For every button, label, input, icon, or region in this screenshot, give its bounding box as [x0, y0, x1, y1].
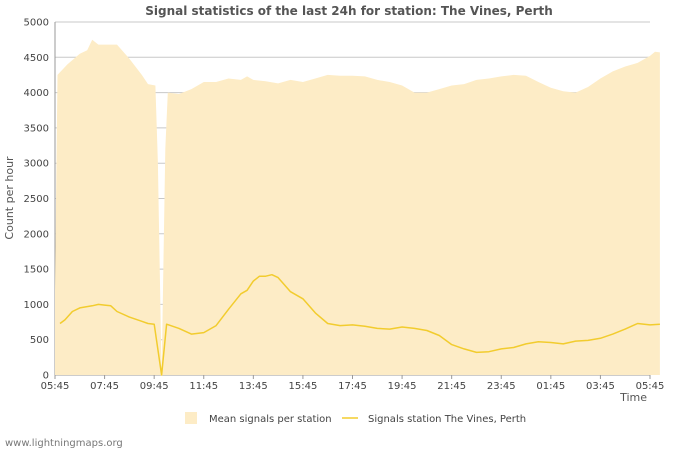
y-tick-label: 1500 [24, 265, 49, 276]
y-axis-label: Count per hour [3, 156, 16, 240]
y-tick-label: 5000 [24, 18, 49, 29]
x-tick-label: 19:45 [388, 381, 417, 392]
legend-label-mean: Mean signals per station [209, 414, 332, 425]
x-axis-label: Time [619, 391, 647, 404]
x-tick-label: 07:45 [90, 381, 119, 392]
y-tick-label: 3000 [24, 159, 49, 170]
x-tick-label: 09:45 [140, 381, 169, 392]
x-tick-label: 05:45 [41, 381, 70, 392]
x-tick-label: 11:45 [189, 381, 218, 392]
y-tick-label: 500 [30, 335, 49, 346]
legend-swatch-mean [185, 412, 197, 424]
x-tick-label: 01:45 [536, 381, 565, 392]
x-tick-label: 17:45 [338, 381, 367, 392]
y-tick-label: 0 [43, 371, 49, 382]
y-tick-label: 4500 [24, 53, 49, 64]
station-signals-line [59, 273, 660, 376]
y-tick-label: 3500 [24, 123, 49, 134]
x-tick-label: 23:45 [487, 381, 516, 392]
chart-title: Signal statistics of the last 24h for st… [145, 4, 553, 18]
y-tick-label: 2000 [24, 229, 49, 240]
x-tick-label: 03:45 [586, 381, 615, 392]
y-tick-label: 1000 [24, 300, 49, 311]
x-tick-label: 21:45 [437, 381, 466, 392]
source-credit: www.lightningmaps.org [5, 438, 123, 449]
mean-signals-area [55, 39, 660, 375]
x-tick-label: 05:45 [636, 381, 665, 392]
x-tick-label: 13:45 [239, 381, 268, 392]
y-tick-label: 4000 [24, 88, 49, 99]
y-axis-ticks: 0 500 1000 1500 2000 2500 3000 3500 4000 4500 5000 [24, 18, 49, 382]
y-tick-label: 2500 [24, 194, 49, 205]
x-axis-ticks: 05:45 07:45 09:45 11:45 13:45 15:45 17:45 19:45… [41, 375, 665, 392]
x-tick-label: 15:45 [289, 381, 318, 392]
legend-label-station: Signals station The Vines, Perth [368, 414, 526, 425]
